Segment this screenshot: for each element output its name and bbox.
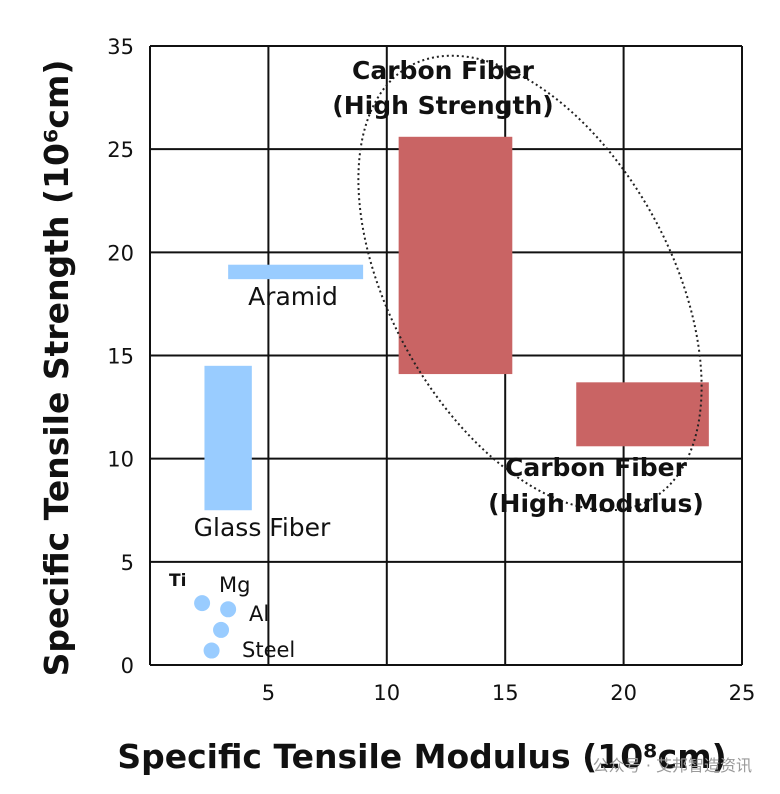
y-tick-15: 15 [107,345,134,369]
point-mg [220,601,237,618]
y-tick-0: 0 [121,654,134,678]
grid [149,45,743,666]
carbon-high-modulus-label-2: (High Modulus) [488,489,704,518]
point-ti [194,595,211,612]
y-tick-5: 5 [121,551,134,575]
x-tick-20: 20 [610,681,637,705]
glass-fiber-label: Glass Fiber [194,513,331,542]
x-tick-25: 25 [729,681,756,705]
point-al [213,621,230,638]
steel-label: Steel [242,638,295,662]
region-glass-fiber [204,365,252,511]
y-tick-10: 10 [107,448,134,472]
region-carbon-fiber-high-strength [398,136,513,375]
carbon-high-modulus-label-1: Carbon Fiber [505,453,688,482]
tick-labels: 5 10 15 20 25 0 5 10 15 20 25 35 [107,35,755,705]
x-tick-15: 15 [492,681,519,705]
region-carbon-fiber-high-modulus [576,382,709,447]
carbon-fiber-grouping [357,54,703,512]
point-steel [203,642,220,659]
carbon-high-strength-label-1: Carbon Fiber [352,56,535,85]
ti-label: Ti [169,571,186,591]
mg-label: Mg [219,573,250,597]
region-aramid [228,264,364,280]
watermark: 公众号 · 艾邦智造资讯 [593,756,752,775]
y-tick-25: 25 [107,138,134,162]
y-tick-35: 35 [107,35,134,59]
y-tick-20: 20 [107,241,134,265]
aramid-label: Aramid [248,282,338,311]
y-axis-title: Specific Tensile Strength (10⁶cm) [37,60,76,677]
al-label: Al [249,602,269,626]
x-axis-title: Specific Tensile Modulus (10⁸cm) [117,737,726,776]
data-regions [204,136,709,511]
grouping-ellipse [357,54,703,512]
x-tick-10: 10 [373,681,400,705]
x-tick-5: 5 [262,681,275,705]
carbon-high-strength-label-2: (High Strength) [332,91,553,120]
data-points [194,595,237,659]
